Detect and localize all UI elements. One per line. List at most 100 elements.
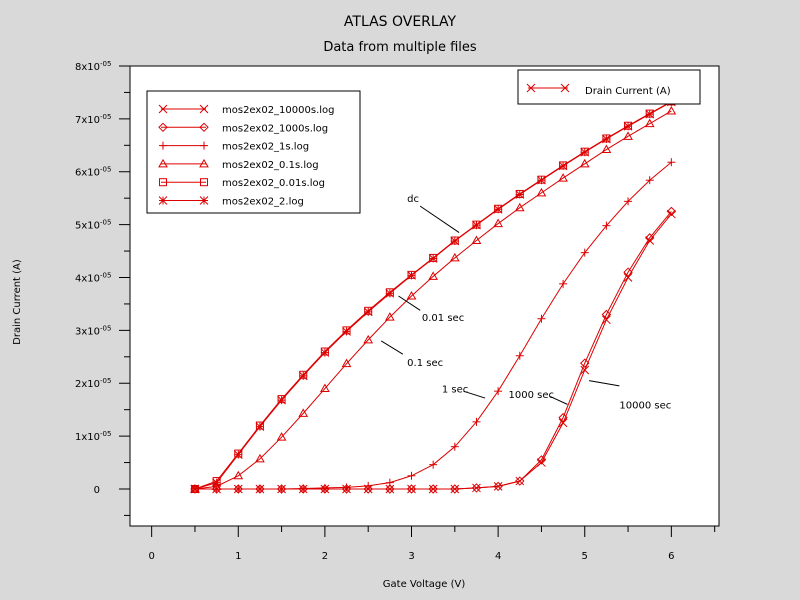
data-point — [623, 273, 633, 282]
series-layer — [190, 97, 677, 494]
annotation-label: 0.1 sec — [407, 358, 443, 369]
y-tick-label: 7x10 — [75, 115, 100, 126]
annotation-label: 10000 sec — [619, 400, 671, 411]
data-point — [515, 476, 525, 486]
legend-entry: mos2ex02_0.1s.log — [158, 158, 319, 171]
data-point — [233, 470, 244, 480]
legend-label: mos2ex02_10000s.log — [222, 105, 335, 116]
data-point — [602, 134, 611, 144]
data-point — [363, 484, 373, 494]
data-point — [493, 218, 503, 228]
y-tick-label: 0 — [94, 485, 100, 496]
series-triangle — [190, 105, 677, 493]
legend-entry: mos2ex02_0.01s.log — [159, 178, 325, 189]
legend-marker — [199, 104, 209, 114]
data-point — [364, 481, 373, 490]
legend-marker — [200, 178, 208, 187]
data-point — [472, 220, 481, 230]
data-point — [234, 484, 243, 493]
annotation-leader — [549, 396, 568, 405]
data-point — [450, 484, 460, 494]
data-point — [363, 334, 374, 344]
legend-label: mos2ex02_2.log — [222, 197, 304, 208]
data-point — [471, 235, 482, 244]
data-point — [601, 144, 612, 154]
data-point — [536, 187, 547, 197]
data-point — [341, 358, 352, 368]
chart-subtitle: Data from multiple files — [323, 40, 477, 55]
y-tick-exponent: -05 — [100, 166, 111, 174]
data-point — [536, 455, 547, 465]
data-point — [537, 314, 546, 323]
data-point — [602, 315, 611, 325]
data-point — [471, 483, 482, 493]
data-point — [428, 484, 438, 494]
data-point — [406, 290, 417, 300]
data-point — [385, 484, 395, 494]
annotation-leader — [380, 340, 404, 355]
data-point — [645, 236, 655, 245]
data-point — [537, 458, 546, 467]
annotation-leader — [588, 380, 620, 387]
data-point — [645, 109, 655, 119]
data-point — [190, 484, 200, 494]
y-tick-exponent: -05 — [100, 430, 111, 438]
x-tick-label: 6 — [668, 551, 674, 562]
legend-entry: mos2ex02_2.log — [158, 196, 304, 208]
data-point — [320, 348, 330, 357]
data-point — [342, 327, 351, 336]
y-tick-label: 6x10 — [75, 168, 100, 179]
data-point — [212, 478, 221, 487]
data-point — [384, 312, 395, 321]
legend: mos2ex02_10000s.log mos2ex02_1000s.logmos… — [146, 90, 361, 214]
legend-entry: mos2ex02_1000s.log — [158, 122, 328, 134]
data-point — [601, 309, 612, 320]
y-tick-label: 4x10 — [75, 273, 100, 284]
legend-secondary-marker — [560, 83, 570, 93]
legend-secondary-marker — [526, 83, 536, 93]
data-point — [363, 307, 373, 317]
data-point — [320, 383, 330, 393]
data-point — [255, 422, 265, 431]
data-point — [537, 175, 546, 185]
data-point — [428, 254, 438, 263]
annotation-leader — [463, 390, 486, 399]
data-point — [298, 371, 308, 381]
chart-title: ATLAS OVERLAY — [344, 14, 457, 30]
data-point — [385, 478, 394, 487]
y-tick-exponent: -05 — [100, 324, 111, 332]
data-point — [666, 105, 677, 115]
annotation-label: 0.01 sec — [422, 313, 464, 324]
data-point — [385, 289, 395, 298]
y-tick-exponent: -05 — [100, 113, 111, 121]
annotation-layer: dc 0.01 sec 0.1 sec 1 sec 1000 sec 10000 sec — [380, 194, 671, 411]
series-star — [190, 97, 676, 494]
legend-entry: mos2ex02_1s.log — [159, 141, 309, 153]
data-point — [407, 271, 416, 280]
data-point — [645, 176, 654, 185]
y-tick-label: 3x10 — [75, 326, 100, 337]
data-point — [494, 387, 503, 396]
data-point — [406, 484, 417, 494]
data-point — [233, 450, 243, 459]
y-tick-label: 2x10 — [75, 379, 100, 390]
legend-marker — [158, 122, 168, 133]
data-point — [298, 484, 308, 494]
annotation-label: 1 sec — [442, 385, 468, 396]
data-point — [255, 453, 265, 463]
legend-marker — [159, 141, 167, 150]
data-point — [580, 248, 589, 257]
data-point — [449, 252, 460, 262]
legend-label: mos2ex02_1000s.log — [222, 123, 328, 134]
data-point — [493, 204, 503, 214]
legend-marker — [159, 178, 167, 187]
annotation-leader — [398, 295, 421, 311]
data-point — [623, 121, 633, 131]
legend-marker — [158, 158, 168, 168]
data-point — [514, 202, 525, 212]
legend-label: mos2ex02_1s.log — [222, 142, 309, 153]
series-plus — [190, 158, 676, 493]
data-point — [277, 395, 286, 405]
data-point — [580, 365, 590, 375]
